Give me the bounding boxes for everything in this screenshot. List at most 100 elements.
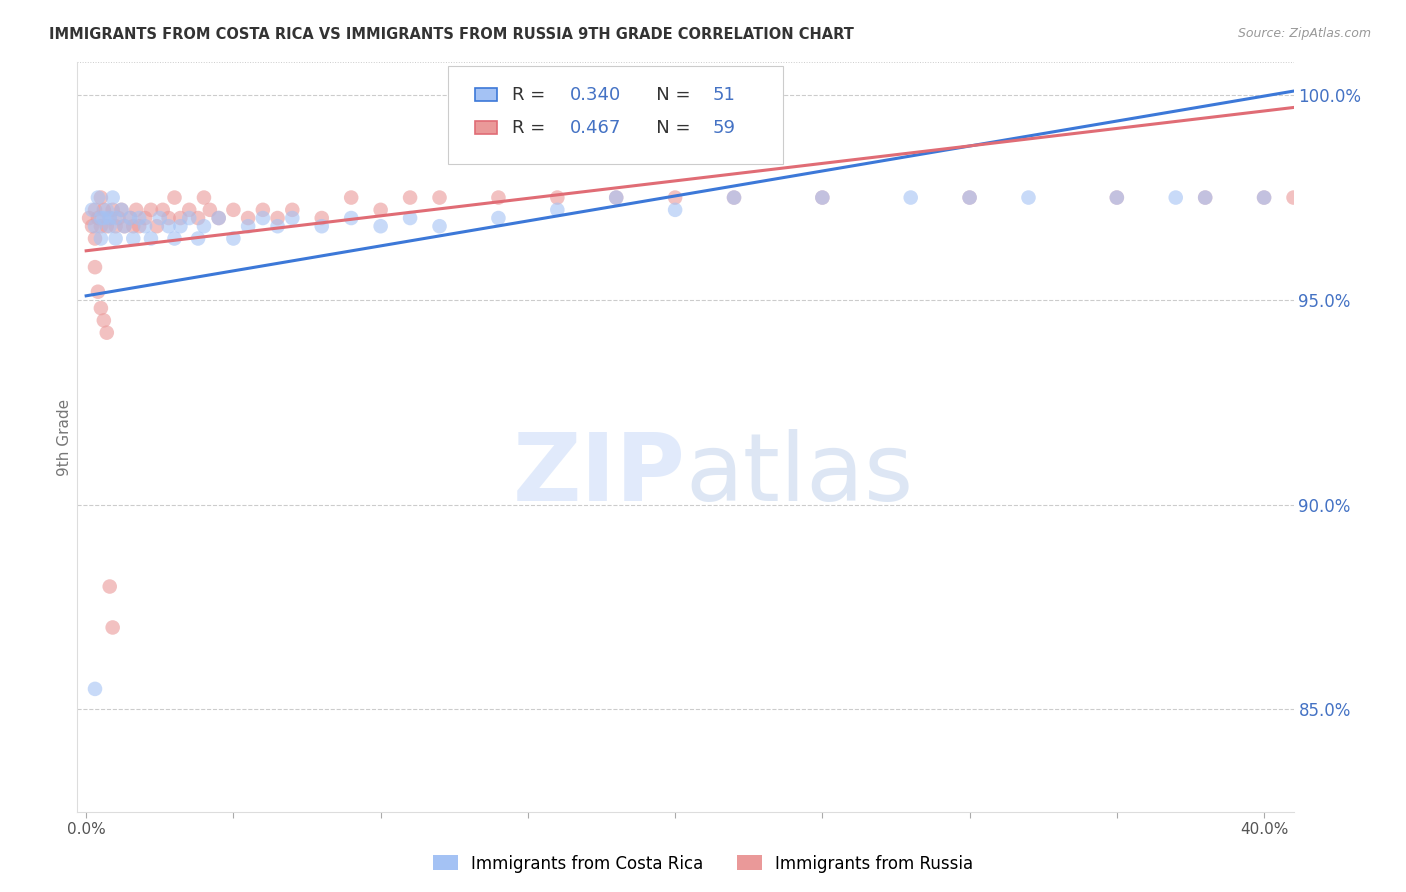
Point: [811, 190, 834, 204]
Point: [546, 202, 568, 217]
Point: [187, 211, 209, 225]
Point: [110, 202, 132, 217]
Point: [605, 190, 627, 204]
Point: [98, 580, 121, 594]
Y-axis label: 9th Grade: 9th Grade: [56, 399, 72, 475]
Point: [87, 211, 110, 225]
Point: [187, 231, 209, 245]
Point: [340, 190, 363, 204]
Point: [93, 202, 115, 217]
Point: [152, 202, 174, 217]
Point: [84, 202, 107, 217]
Point: [198, 202, 221, 217]
Point: [84, 681, 107, 696]
Point: [266, 211, 288, 225]
Text: 0.340: 0.340: [569, 86, 621, 103]
Point: [90, 219, 112, 234]
Point: [128, 211, 150, 225]
Point: [98, 211, 121, 225]
Text: R =: R =: [512, 86, 551, 103]
Point: [80, 219, 103, 234]
Point: [80, 202, 103, 217]
Point: [1282, 190, 1305, 204]
Point: [723, 190, 745, 204]
Point: [163, 231, 186, 245]
Point: [370, 202, 392, 217]
Point: [169, 219, 191, 234]
FancyBboxPatch shape: [449, 66, 783, 163]
Point: [664, 202, 686, 217]
Point: [96, 219, 118, 234]
Text: N =: N =: [640, 119, 696, 136]
Point: [101, 620, 124, 634]
Point: [96, 202, 118, 217]
Point: [134, 219, 156, 234]
Point: [139, 202, 162, 217]
Point: [959, 190, 981, 204]
Point: [93, 313, 115, 327]
Point: [1253, 190, 1275, 204]
Point: [179, 202, 201, 217]
Point: [87, 190, 110, 204]
Point: [429, 219, 451, 234]
Point: [1105, 190, 1128, 204]
Point: [340, 211, 363, 225]
Point: [77, 211, 100, 225]
Point: [149, 211, 172, 225]
Point: [84, 260, 107, 275]
Point: [488, 211, 510, 225]
Point: [98, 219, 121, 234]
Point: [90, 231, 112, 245]
Point: [208, 211, 231, 225]
Point: [157, 211, 180, 225]
Point: [222, 231, 245, 245]
Point: [311, 211, 333, 225]
Text: 59: 59: [713, 119, 735, 136]
Point: [120, 211, 142, 225]
Point: [664, 190, 686, 204]
Point: [98, 211, 121, 225]
Point: [157, 219, 180, 234]
Point: [139, 231, 162, 245]
Point: [208, 211, 231, 225]
Point: [193, 219, 215, 234]
Point: [163, 190, 186, 204]
Point: [370, 219, 392, 234]
Point: [90, 211, 112, 225]
Point: [122, 231, 145, 245]
Point: [93, 211, 115, 225]
Text: IMMIGRANTS FROM COSTA RICA VS IMMIGRANTS FROM RUSSIA 9TH GRADE CORRELATION CHART: IMMIGRANTS FROM COSTA RICA VS IMMIGRANTS…: [49, 27, 853, 42]
Point: [90, 301, 112, 315]
Point: [236, 219, 259, 234]
Point: [252, 211, 274, 225]
Point: [222, 202, 245, 217]
Point: [169, 211, 191, 225]
Point: [1105, 190, 1128, 204]
Point: [546, 190, 568, 204]
Point: [84, 219, 107, 234]
Point: [1194, 190, 1216, 204]
FancyBboxPatch shape: [475, 88, 496, 102]
Point: [236, 211, 259, 225]
Point: [104, 219, 127, 234]
Point: [811, 190, 834, 204]
Point: [281, 202, 304, 217]
FancyBboxPatch shape: [475, 121, 496, 135]
Point: [128, 219, 150, 234]
Point: [281, 211, 304, 225]
Point: [125, 202, 148, 217]
Point: [252, 202, 274, 217]
Point: [96, 326, 118, 340]
Point: [1194, 190, 1216, 204]
Point: [114, 219, 136, 234]
Point: [146, 219, 169, 234]
Point: [429, 190, 451, 204]
Point: [104, 231, 127, 245]
Point: [179, 211, 201, 225]
Point: [87, 285, 110, 299]
Point: [101, 202, 124, 217]
Point: [120, 211, 142, 225]
Text: atlas: atlas: [686, 428, 914, 521]
Point: [266, 219, 288, 234]
Legend: Immigrants from Costa Rica, Immigrants from Russia: Immigrants from Costa Rica, Immigrants f…: [426, 848, 980, 880]
